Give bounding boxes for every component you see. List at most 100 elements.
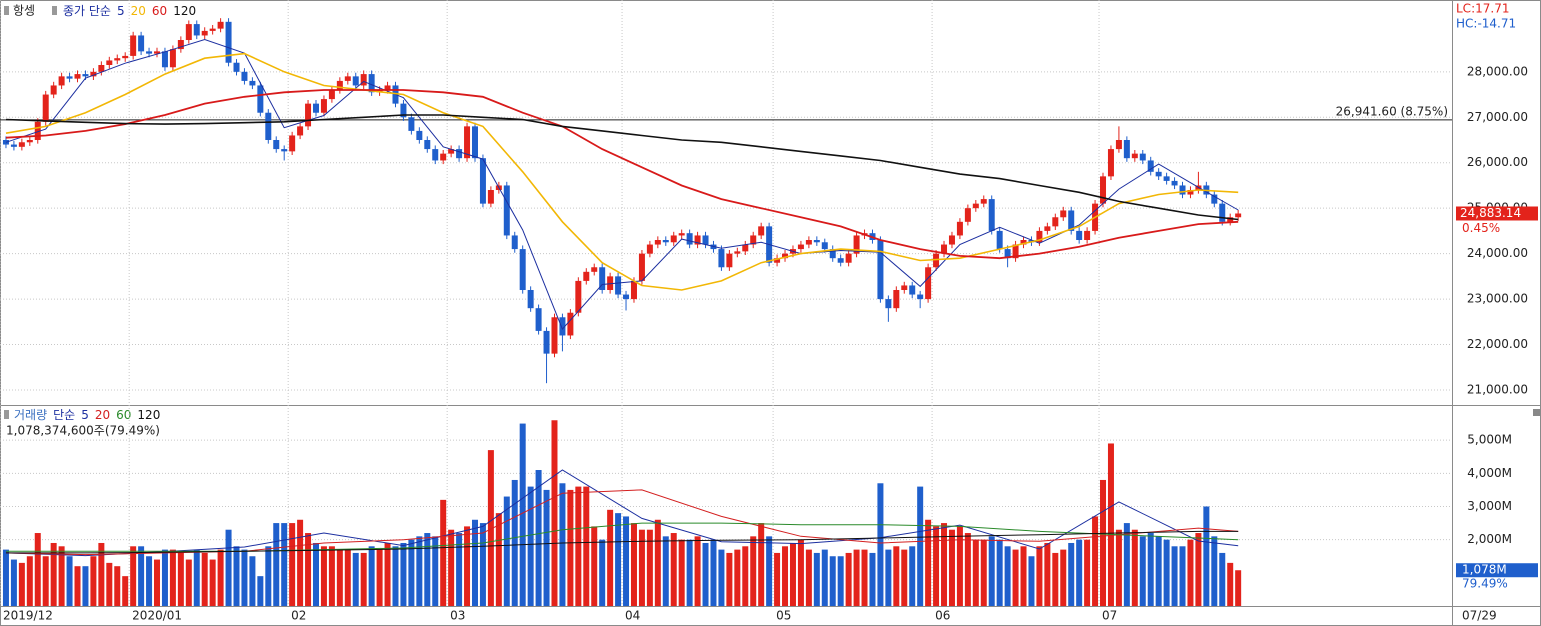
- volume-bar: [312, 542, 319, 606]
- candle-body: [1219, 203, 1226, 222]
- candle-body: [193, 24, 200, 36]
- last-price-box: [1456, 206, 1538, 221]
- candle-body: [154, 51, 161, 54]
- last-price-label: 24,883.14: [1460, 206, 1521, 220]
- volume-bar: [782, 546, 789, 606]
- moving-average: [5, 52, 1239, 291]
- volume-bar: [479, 523, 486, 606]
- volume-bar: [1076, 539, 1083, 606]
- candle-body: [58, 76, 65, 86]
- candle-body: [42, 94, 49, 122]
- moving-average: [5, 38, 1239, 331]
- candle-body: [893, 290, 900, 309]
- end-date: 07/29: [1462, 609, 1497, 623]
- candle-body: [1020, 240, 1027, 245]
- candle-body: [925, 267, 932, 300]
- candle-body: [646, 244, 653, 254]
- volume-bar: [1211, 536, 1218, 606]
- volume-bar: [941, 523, 948, 606]
- volume-bar: [58, 546, 65, 606]
- volume-bar: [1171, 546, 1178, 606]
- volume-bar: [225, 529, 232, 606]
- volume-bar: [114, 566, 121, 606]
- volume-bar: [169, 549, 176, 606]
- volume-bar: [638, 529, 645, 606]
- volume-bar: [1155, 536, 1162, 606]
- volume-bar: [877, 483, 884, 606]
- volume-bar: [567, 489, 574, 606]
- legend-entry: 120: [137, 408, 160, 422]
- candle-body: [34, 121, 41, 140]
- candle-body: [217, 21, 224, 29]
- legend-entry: 5: [81, 408, 89, 422]
- candle-body: [615, 276, 622, 295]
- volume-bar: [519, 423, 526, 606]
- y-tick-label: 3,000M: [1467, 499, 1512, 513]
- candle-body: [161, 51, 168, 68]
- volume-bar: [1131, 529, 1138, 606]
- y-tick-label: 24,000.00: [1467, 246, 1528, 260]
- volume-bar: [607, 509, 614, 606]
- volume-bar: [1115, 529, 1122, 606]
- volume-bar: [161, 549, 168, 606]
- candle-body: [885, 299, 892, 309]
- x-tick-label: 2020/01: [132, 609, 182, 623]
- volume-bar: [575, 486, 582, 606]
- volume-bar: [146, 556, 153, 606]
- candle-body: [1147, 160, 1154, 172]
- candle-body: [201, 30, 208, 36]
- candle-body: [750, 235, 757, 245]
- volume-bar: [456, 533, 463, 606]
- candle-body: [464, 126, 471, 159]
- volume-bar: [50, 542, 57, 606]
- volume-bar: [185, 559, 192, 606]
- candle-body: [813, 240, 820, 243]
- candle-body: [74, 74, 81, 79]
- volume-bar: [328, 546, 335, 606]
- volume-bar: [694, 536, 701, 606]
- legend-name: 항셍: [13, 4, 35, 18]
- candle-body: [511, 235, 518, 250]
- volume-bar: [678, 539, 685, 606]
- candle-body: [503, 185, 510, 236]
- volume-bar: [1235, 570, 1242, 606]
- panel-button[interactable]: [1533, 409, 1540, 416]
- volume-bar: [400, 542, 407, 606]
- volume-bar: [34, 533, 41, 606]
- legend-ma-label: 단순: [53, 408, 75, 422]
- y-tick-label: 26,000.00: [1467, 155, 1528, 169]
- candle-body: [273, 140, 280, 150]
- volume-bar: [789, 542, 796, 606]
- volume-bar: [392, 546, 399, 606]
- legend-icon: [52, 6, 57, 15]
- candle-body: [289, 135, 296, 152]
- volume-bar: [487, 450, 494, 606]
- volume-bar: [1044, 542, 1051, 606]
- candle-body: [1131, 153, 1138, 159]
- candle-body: [829, 249, 836, 259]
- y-tick-label: 2,000M: [1467, 532, 1512, 546]
- volume-bar: [352, 552, 359, 606]
- volume-bar: [861, 549, 868, 606]
- legend-entry: 120: [173, 4, 196, 18]
- x-tick-label: 07: [1102, 609, 1117, 623]
- volume-bar: [281, 523, 288, 606]
- candle-body: [281, 149, 288, 152]
- y-tick-label: 23,000.00: [1467, 292, 1528, 306]
- volume-bar: [154, 559, 161, 606]
- y-tick-label: 27,000.00: [1467, 110, 1528, 124]
- hc-label: HC:-14.71: [1456, 17, 1516, 31]
- candle-body: [50, 85, 57, 95]
- volume-bar: [305, 533, 312, 606]
- candle-body: [1036, 230, 1043, 243]
- candle-body: [1155, 171, 1162, 177]
- candle-body: [654, 240, 661, 245]
- candle-body: [1115, 140, 1122, 150]
- volume-bar: [829, 556, 836, 606]
- volume-bar: [909, 546, 916, 606]
- volume-bar: [670, 533, 677, 606]
- volume-bar: [750, 536, 757, 606]
- legend-name: 거래량: [14, 408, 47, 422]
- volume-bar: [177, 552, 184, 606]
